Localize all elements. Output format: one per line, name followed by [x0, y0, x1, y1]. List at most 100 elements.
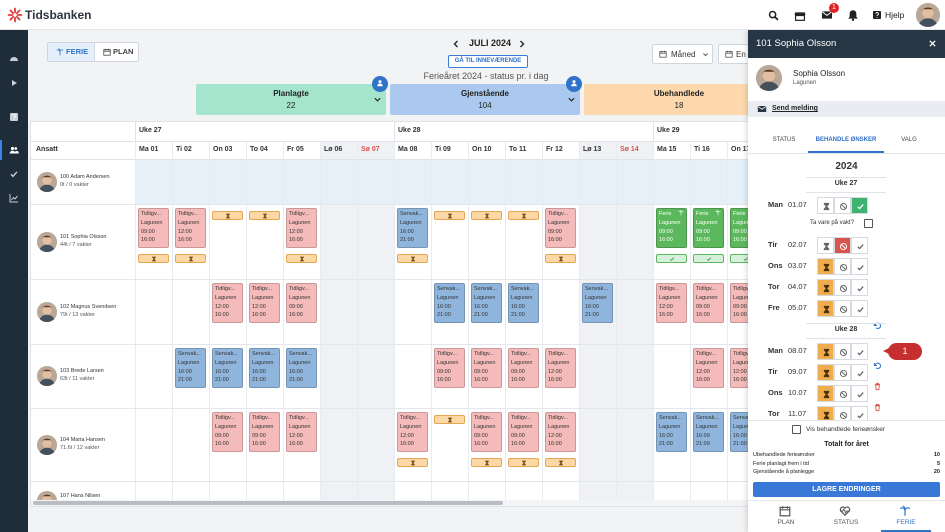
decision-button[interactable]	[817, 385, 834, 402]
undo-icon[interactable]	[873, 361, 882, 370]
mode-button[interactable]: FERIE	[48, 43, 94, 61]
trash-icon[interactable]	[873, 403, 882, 412]
shift-card[interactable]: Senvak... Lagunen 16:00 21:00	[212, 348, 243, 388]
decision-button[interactable]	[851, 300, 868, 317]
processed-checkbox[interactable]	[792, 425, 801, 434]
request-pill[interactable]	[212, 211, 243, 220]
shift-card[interactable]: Senvak... Lagunen 16:00 21:00	[175, 348, 206, 388]
decision-button[interactable]	[817, 197, 834, 214]
shift-card[interactable]: Tidligv... Lagunen 12:00 16:00	[212, 283, 243, 323]
request-pill[interactable]	[397, 254, 428, 263]
decision-button[interactable]	[851, 343, 868, 360]
shift-card[interactable]: Senvak... Lagunen 16:00 21:00	[434, 283, 465, 323]
decision-button[interactable]	[834, 406, 851, 420]
decision-button[interactable]	[817, 237, 834, 254]
bottom-tab[interactable]: FERIE	[896, 519, 916, 526]
shift-card[interactable]: Tidligv... Lagunen 09:00 16:00	[249, 412, 280, 452]
decision-button[interactable]	[817, 279, 834, 296]
decision-button[interactable]	[851, 279, 868, 296]
note-checkbox[interactable]	[864, 219, 873, 228]
help-link[interactable]: Hjelp	[885, 10, 905, 20]
decision-button[interactable]	[817, 300, 834, 317]
shift-card[interactable]: Tidligv... Lagunen 12:00 16:00	[286, 412, 317, 452]
decision-button[interactable]	[851, 385, 868, 402]
request-pill[interactable]	[471, 458, 502, 467]
decision-button[interactable]	[817, 406, 834, 420]
request-pill[interactable]	[249, 211, 280, 220]
shift-card[interactable]: Senvak... Lagunen 16:00 21:00	[249, 348, 280, 388]
decision-button[interactable]	[834, 343, 851, 360]
decision-button[interactable]	[851, 406, 868, 420]
decision-button[interactable]	[834, 385, 851, 402]
decision-button[interactable]	[851, 237, 868, 254]
shift-card[interactable]: Tidligv... Lagunen 09:00 16:00	[508, 412, 539, 452]
request-pill[interactable]	[471, 211, 502, 220]
decision-button[interactable]	[834, 237, 851, 254]
shift-card[interactable]: Senvak... Lagunen 16:00 21:00	[397, 208, 428, 248]
shift-card[interactable]: Tidligv... Lagunen 12:00 16:00	[397, 412, 428, 452]
shift-card[interactable]: Tidligv... Lagunen 09:00 16:00	[693, 283, 724, 323]
trash-icon[interactable]	[873, 382, 882, 391]
request-pill[interactable]	[286, 254, 317, 263]
shift-card[interactable]: Tidligv... Lagunen 12:00 16:00	[656, 283, 687, 323]
panel-tab[interactable]: BEHANDLE ØNSKER	[815, 137, 877, 143]
shift-card[interactable]: Tidligv... Lagunen 09:00 16:00	[434, 348, 465, 388]
decision-button[interactable]	[834, 197, 851, 214]
decision-button[interactable]	[817, 364, 834, 381]
request-pill[interactable]	[434, 415, 465, 424]
request-pill[interactable]	[175, 254, 206, 263]
decision-button[interactable]	[851, 364, 868, 381]
decision-button[interactable]	[817, 258, 834, 275]
decision-button[interactable]	[834, 364, 851, 381]
request-pill[interactable]	[138, 254, 169, 263]
shift-card[interactable]: Tidligv... Lagunen 09:00 16:00	[508, 348, 539, 388]
close-icon[interactable]	[928, 39, 937, 48]
shift-card[interactable]: Senvak... Lagunen 16:00 21:00	[582, 283, 613, 323]
shift-card[interactable]: Tidligv... Lagunen 12:00 16:00	[249, 283, 280, 323]
decision-button[interactable]	[834, 258, 851, 275]
request-pill[interactable]	[730, 254, 759, 263]
decision-button[interactable]	[834, 300, 851, 317]
shift-location: Lagunen	[696, 423, 718, 430]
shift-card[interactable]: Senvak... Lagunen 16:00 21:00	[471, 283, 502, 323]
decision-button[interactable]	[851, 197, 868, 214]
shift-card[interactable]: Ferie Lagunen 09:00 16:00	[693, 208, 724, 248]
bottom-tab[interactable]: PLAN	[777, 519, 795, 526]
shift-card[interactable]: Senvak... Lagunen 16:00 21:00	[286, 348, 317, 388]
shift-card[interactable]: Senvak... Lagunen 16:00 21:00	[656, 412, 687, 452]
shift-card[interactable]: Tidligv... Lagunen 12:00 16:00	[286, 208, 317, 248]
request-pill[interactable]	[545, 458, 576, 467]
request-pill[interactable]	[656, 254, 687, 263]
shift-card[interactable]: Senvak... Lagunen 16:00 21:00	[508, 283, 539, 323]
message-bar[interactable]: Send melding	[748, 101, 945, 117]
request-pill[interactable]	[397, 458, 428, 467]
shift-card[interactable]: Senvak... Lagunen 16:00 21:00	[693, 412, 724, 452]
decision-button[interactable]	[834, 279, 851, 296]
decision-button[interactable]	[851, 258, 868, 275]
save-button[interactable]: LAGRE ENDRINGER	[753, 482, 940, 497]
shift-card[interactable]: Tidligv... Lagunen 12:00 16:00	[545, 348, 576, 388]
shift-card[interactable]: Tidligv... Lagunen 12:00 16:00	[545, 412, 576, 452]
view-dropdown[interactable]: Måned	[652, 44, 713, 64]
shift-card[interactable]: Tidligv... Lagunen 12:00 16:00	[693, 348, 724, 388]
bottom-tab[interactable]: STATUS	[833, 519, 859, 526]
panel-tab[interactable]: VALG	[901, 137, 917, 143]
shift-card[interactable]: Ferie Lagunen 09:00 16:00	[656, 208, 687, 248]
shift-card[interactable]: Tidligv... Lagunen 09:00 16:00	[138, 208, 169, 248]
request-pill[interactable]	[693, 254, 724, 263]
decision-button[interactable]	[817, 343, 834, 360]
shift-card[interactable]: Tidligv... Lagunen 09:00 16:00	[471, 412, 502, 452]
today-button[interactable]: GÅ TIL INNEVÆRENDE	[448, 55, 528, 68]
shift-card[interactable]: Tidligv... Lagunen 09:00 16:00	[286, 283, 317, 323]
request-pill[interactable]	[508, 211, 539, 220]
shift-card[interactable]: Tidligv... Lagunen 09:00 16:00	[471, 348, 502, 388]
mode-button[interactable]: PLAN	[94, 43, 140, 61]
request-pill[interactable]	[545, 254, 576, 263]
shift-card[interactable]: Tidligv... Lagunen 09:00 16:00	[545, 208, 576, 248]
scrollbar-thumb[interactable]	[33, 501, 503, 505]
request-pill[interactable]	[434, 211, 465, 220]
shift-card[interactable]: Tidligv... Lagunen 09:00 16:00	[212, 412, 243, 452]
panel-tab[interactable]: STATUS	[772, 137, 796, 143]
shift-card[interactable]: Tidligv... Lagunen 12:00 16:00	[175, 208, 206, 248]
request-pill[interactable]	[508, 458, 539, 467]
